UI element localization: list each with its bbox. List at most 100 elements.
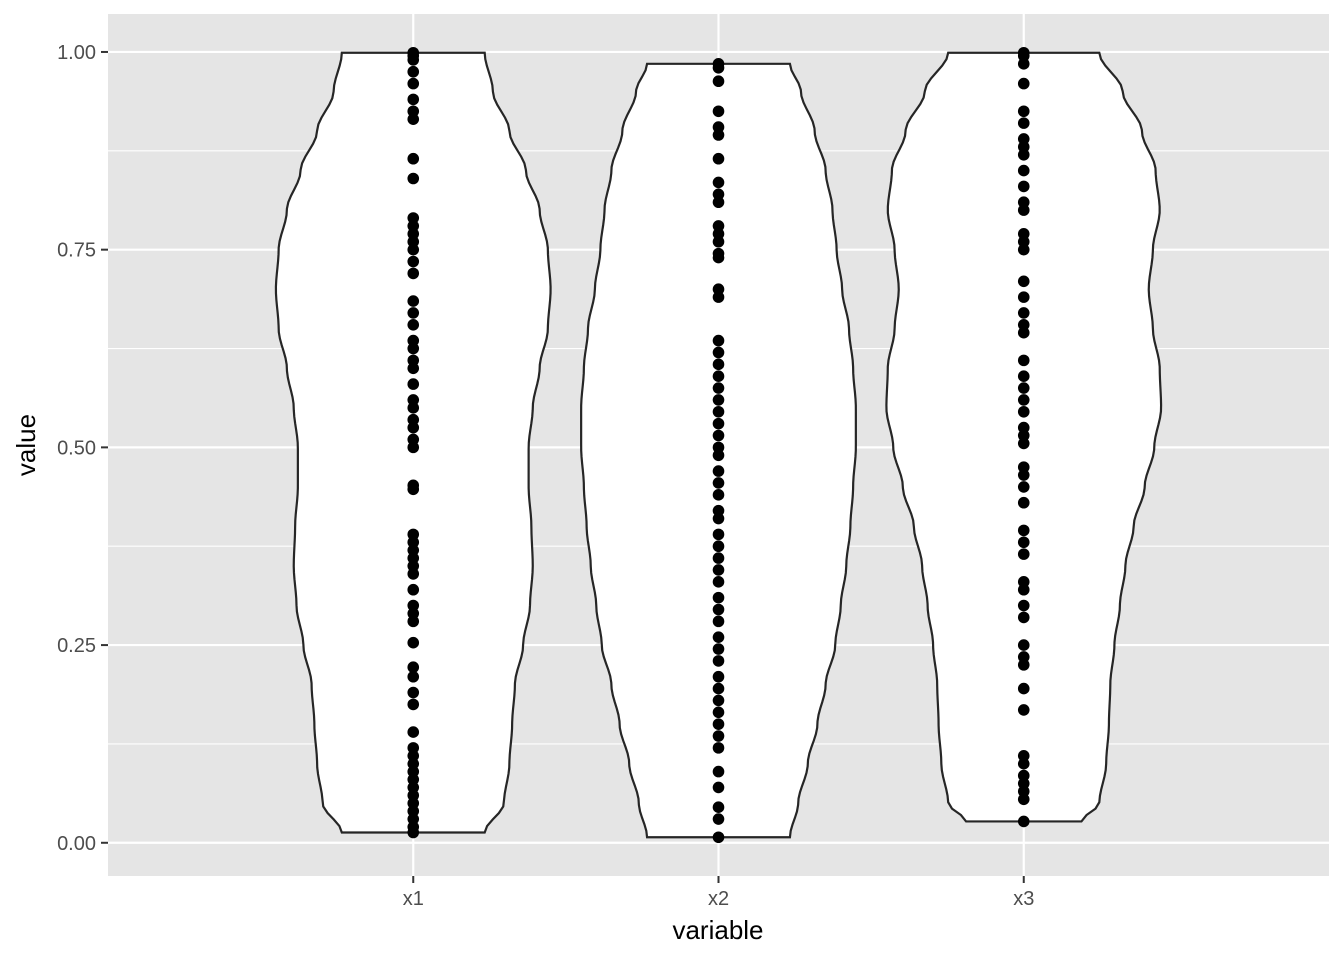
data-point-x1: [407, 318, 420, 331]
data-point-x2: [712, 58, 725, 70]
data-point-x2: [712, 465, 725, 477]
data-point-x1: [407, 479, 420, 492]
data-point-x3: [1017, 307, 1030, 319]
data-point-x2: [712, 405, 725, 418]
data-point-x3: [1017, 599, 1030, 612]
data-point-x1: [407, 65, 420, 78]
data-point-x2: [712, 346, 725, 359]
data-point-x3: [1017, 576, 1030, 588]
data-point-x2: [712, 670, 725, 683]
data-point-x3: [1017, 105, 1030, 118]
data-point-x2: [712, 631, 725, 643]
data-point-x1: [407, 93, 420, 106]
data-point-x1: [407, 295, 420, 307]
data-point-x3: [1017, 370, 1030, 382]
y-axis: 0.00 0.25 0.50 0.75 1.00: [57, 42, 108, 855]
data-point-x3: [1017, 291, 1030, 303]
data-points: [407, 46, 1030, 844]
x-axis-title: variable: [672, 915, 763, 945]
data-point-x3: [1017, 382, 1030, 394]
data-point-x2: [712, 591, 725, 604]
data-point-x2: [712, 334, 725, 347]
data-point-x3: [1017, 196, 1030, 209]
data-point-x3: [1017, 117, 1030, 129]
data-point-x3: [1017, 46, 1030, 59]
data-point-x2: [712, 765, 725, 778]
data-point-x2: [712, 552, 725, 564]
data-point-x2: [712, 394, 725, 406]
data-point-x3: [1017, 524, 1030, 537]
data-point-x3: [1017, 394, 1030, 406]
data-point-x3: [1017, 275, 1030, 288]
data-point-x2: [712, 564, 725, 576]
data-point-x3: [1017, 704, 1030, 716]
data-point-x2: [712, 694, 725, 707]
data-point-x3: [1017, 815, 1030, 828]
data-point-x2: [712, 477, 725, 489]
data-point-x3: [1017, 405, 1030, 418]
data-point-x2: [712, 358, 725, 371]
data-point-x1: [407, 670, 420, 683]
data-point-x2: [712, 417, 725, 430]
data-point-x1: [407, 636, 420, 649]
data-point-x3: [1017, 180, 1030, 193]
data-point-x2: [712, 152, 725, 165]
data-point-x2: [712, 576, 725, 588]
y-tick-label: 0.75: [57, 240, 96, 262]
data-point-x3: [1017, 536, 1030, 549]
data-point-x3: [1017, 421, 1030, 434]
data-point-x2: [712, 176, 725, 189]
data-point-x1: [407, 528, 420, 541]
data-point-x1: [407, 433, 420, 446]
data-point-x2: [712, 655, 725, 667]
data-point-x2: [712, 615, 725, 628]
data-point-x2: [712, 75, 725, 88]
data-point-x1: [407, 267, 420, 280]
data-point-x2: [712, 504, 725, 517]
data-point-x1: [407, 726, 420, 738]
data-point-x3: [1017, 133, 1030, 145]
x-tick-label: x3: [1013, 888, 1034, 910]
data-point-x2: [712, 382, 725, 394]
data-point-x1: [407, 212, 420, 224]
y-tick-label: 0.50: [57, 437, 96, 459]
data-point-x3: [1017, 318, 1030, 331]
data-point-x1: [407, 686, 420, 699]
data-point-x1: [407, 354, 420, 367]
data-point-x3: [1017, 749, 1030, 762]
data-point-x3: [1017, 354, 1030, 367]
data-point-x1: [407, 394, 420, 406]
data-point-x1: [407, 307, 420, 319]
data-point-x1: [407, 334, 420, 347]
data-point-x1: [407, 77, 420, 90]
data-point-x2: [712, 105, 725, 118]
data-point-x1: [407, 661, 420, 674]
x-axis: x1 x2 x3: [403, 876, 1034, 910]
data-point-x3: [1017, 228, 1030, 240]
data-point-x1: [407, 172, 420, 185]
data-point-x2: [712, 706, 725, 719]
data-point-x2: [712, 283, 725, 296]
y-tick-label: 0.00: [57, 833, 96, 855]
data-point-x2: [712, 831, 725, 844]
data-point-x2: [712, 220, 725, 232]
data-point-x1: [407, 378, 420, 390]
data-point-x1: [407, 583, 420, 596]
data-point-x1: [407, 413, 420, 426]
data-point-x3: [1017, 461, 1030, 473]
data-point-x1: [407, 46, 420, 59]
x-tick-label: x1: [403, 888, 424, 910]
data-point-x2: [712, 121, 725, 133]
data-point-x2: [712, 643, 725, 655]
data-point-x3: [1017, 548, 1030, 560]
data-point-x1: [407, 105, 420, 118]
x-tick-label: x2: [708, 888, 729, 910]
data-point-x1: [407, 599, 420, 612]
data-point-x3: [1017, 651, 1030, 663]
data-point-x1: [407, 698, 420, 711]
data-point-x2: [712, 528, 725, 541]
y-axis-title: value: [11, 414, 41, 476]
data-point-x2: [712, 781, 725, 794]
data-point-x2: [712, 682, 725, 695]
